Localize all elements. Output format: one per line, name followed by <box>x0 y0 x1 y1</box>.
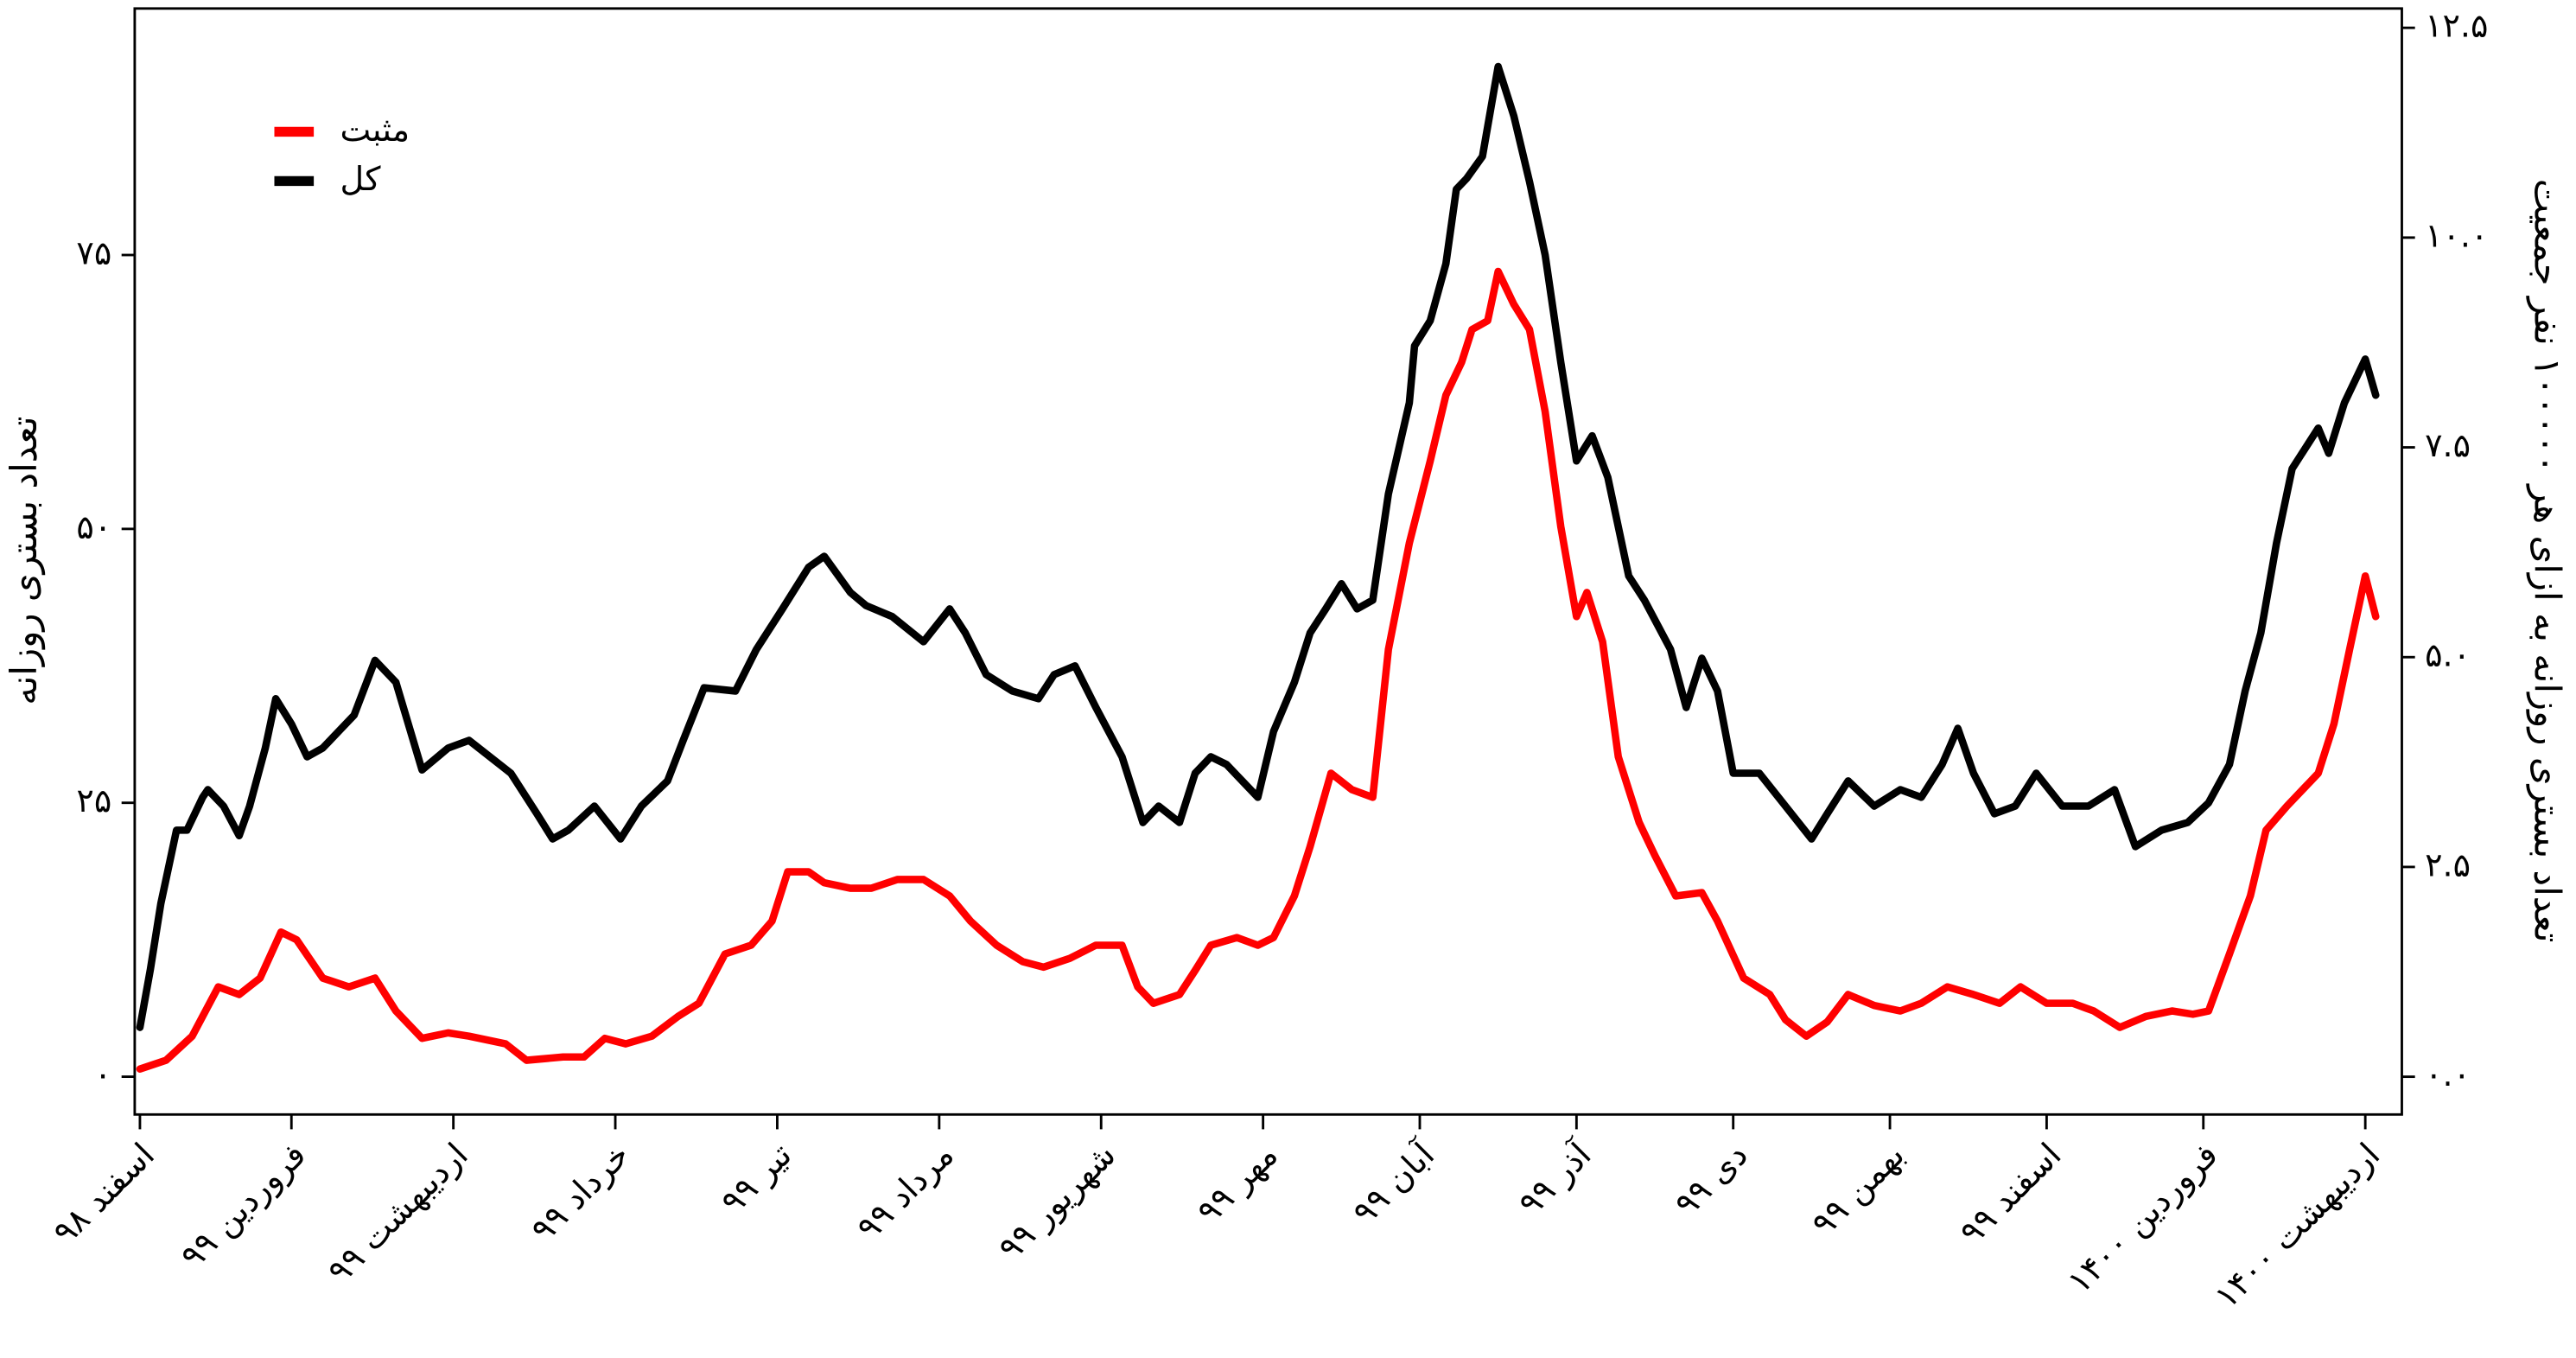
y2-axis-title: تعداد بستری روزانه به ازای هر ۱۰۰۰۰۰ نفر… <box>2526 179 2568 943</box>
y-axis-title: تعداد بستری روزانه <box>3 417 45 705</box>
y2-tick-label: ۱۰.۰ <box>2425 216 2488 254</box>
y2-tick-label: ۱۲.۵ <box>2425 7 2488 45</box>
series-line <box>136 62 2380 1031</box>
x-tick-label: آبان ۹۹ <box>1345 1134 1442 1232</box>
x-tick-label: آذر ۹۹ <box>1511 1134 1600 1223</box>
x-tick-label: اسفند ۹۸ <box>46 1136 162 1252</box>
x-tick-label: مرداد ۹۹ <box>849 1136 962 1248</box>
y2-tick-label: ۲.۵ <box>2425 845 2471 883</box>
legend-label: مثبت <box>340 111 410 149</box>
x-tick-label: اسفند ۹۹ <box>1952 1136 2068 1252</box>
x-tick-label: دی ۹۹ <box>1667 1136 1755 1224</box>
x-tick-label: شهریور ۹۹ <box>991 1136 1123 1268</box>
x-tick-label: خرداد ۹۹ <box>524 1136 638 1250</box>
x-tick-label: مهر ۹۹ <box>1190 1136 1286 1232</box>
y2-tick-label: ۵.۰ <box>2425 636 2471 674</box>
legend-label: کل <box>340 160 382 198</box>
y-tick-label: ۲۵ <box>76 781 111 819</box>
y2-tick-label: ۰.۰ <box>2425 1055 2471 1093</box>
y-tick-label: ۷۵ <box>76 234 111 272</box>
series-line <box>136 267 2380 1073</box>
y-tick-label: ۵۰ <box>76 507 111 545</box>
x-tick-label: بهمن ۹۹ <box>1804 1136 1912 1244</box>
y-tick-label: ۰ <box>94 1055 111 1093</box>
x-tick-label: اردیبهشت ۱۴۰۰ <box>2207 1136 2388 1317</box>
x-tick-label: اردیبهشت ۹۹ <box>321 1136 476 1291</box>
x-tick-label: فروردین ۹۹ <box>173 1136 314 1277</box>
plot-frame <box>133 7 2403 1116</box>
x-tick-label: تیر ۹۹ <box>714 1136 800 1222</box>
x-tick-label: فروردین ۱۴۰۰ <box>2060 1136 2226 1302</box>
y2-tick-label: ۷.۵ <box>2425 426 2471 464</box>
